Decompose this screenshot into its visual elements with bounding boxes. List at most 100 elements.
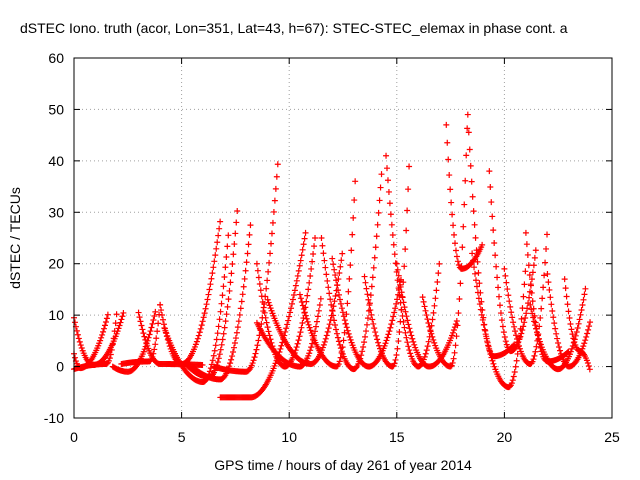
data-point [501, 334, 508, 341]
data-point [254, 342, 261, 349]
data-point [402, 329, 409, 336]
data-point [222, 264, 229, 271]
data-point [581, 340, 588, 347]
data-point [455, 310, 462, 317]
data-point [307, 273, 314, 280]
data-point [341, 317, 348, 324]
data-point [456, 296, 463, 303]
data-point [431, 339, 438, 346]
data-point [365, 296, 372, 303]
data-point [217, 308, 224, 315]
data-point [307, 327, 314, 334]
data-point [247, 222, 254, 229]
data-point [232, 335, 239, 342]
data-point [214, 358, 221, 365]
data-point [339, 309, 346, 316]
data-point [490, 227, 497, 234]
data-point [511, 323, 518, 330]
data-point [427, 327, 434, 334]
data-point [527, 281, 534, 288]
data-point [371, 325, 378, 332]
x-tick-label: 5 [178, 429, 186, 445]
data-point [567, 348, 574, 355]
data-point [266, 302, 273, 309]
data-point [344, 327, 351, 334]
data-point [545, 279, 552, 286]
data-point [313, 318, 320, 325]
data-point [372, 329, 379, 336]
data-point [449, 329, 456, 336]
data-point [206, 368, 213, 375]
data-point [337, 300, 344, 307]
data-point [548, 301, 555, 308]
data-point [397, 283, 404, 290]
data-point [450, 327, 457, 334]
data-point [538, 305, 545, 312]
data-point [528, 289, 535, 296]
data-point [316, 301, 323, 308]
data-point [347, 336, 354, 343]
y-tick-label: 10 [48, 307, 64, 323]
data-point [509, 377, 516, 384]
data-point [584, 360, 591, 367]
data-point [386, 328, 393, 335]
data-point [464, 111, 471, 118]
data-point [199, 318, 206, 325]
data-point [485, 343, 492, 350]
data-point [141, 333, 148, 340]
data-point [479, 241, 486, 248]
data-point [319, 242, 326, 249]
data-point [432, 295, 439, 302]
data-point [227, 279, 234, 286]
data-point [391, 309, 398, 316]
data-point [209, 270, 216, 277]
data-point [203, 301, 210, 308]
data-point [298, 324, 305, 331]
data-point [375, 339, 382, 346]
data-point [452, 247, 459, 254]
data-point [422, 350, 429, 357]
data-point [389, 317, 396, 324]
data-point [221, 273, 228, 280]
data-point [223, 311, 230, 318]
data-point [490, 360, 497, 367]
data-point [297, 295, 304, 302]
data-point [138, 322, 145, 329]
data-point [370, 320, 377, 327]
data-point [534, 329, 541, 336]
data-point [283, 325, 290, 332]
data-point [268, 230, 275, 237]
data-point [347, 262, 354, 269]
data-point [367, 307, 374, 314]
data-point [470, 257, 477, 264]
data-point [581, 291, 588, 298]
data-point [214, 330, 221, 337]
data-point [327, 296, 334, 303]
data-point [372, 244, 379, 251]
data-point [299, 320, 306, 326]
data-point [225, 296, 232, 303]
data-point [536, 338, 543, 345]
data-point [394, 296, 401, 303]
data-point [349, 231, 356, 238]
data-point [207, 281, 214, 288]
data-point [298, 298, 305, 305]
data-point [102, 318, 109, 325]
data-point [233, 219, 240, 226]
data-point [350, 214, 357, 221]
data-point [530, 314, 537, 321]
series-arc [210, 161, 281, 375]
data-point [250, 357, 257, 364]
data-point [300, 306, 307, 313]
data-point [312, 328, 319, 335]
data-point [352, 178, 359, 185]
data-point [429, 333, 436, 340]
data-point [392, 305, 399, 312]
data-point [492, 252, 499, 259]
data-point [318, 235, 325, 241]
data-point [212, 252, 219, 259]
data-point [517, 333, 524, 340]
y-tick-label: 20 [48, 256, 64, 272]
data-point [204, 296, 211, 303]
data-point [513, 336, 520, 343]
